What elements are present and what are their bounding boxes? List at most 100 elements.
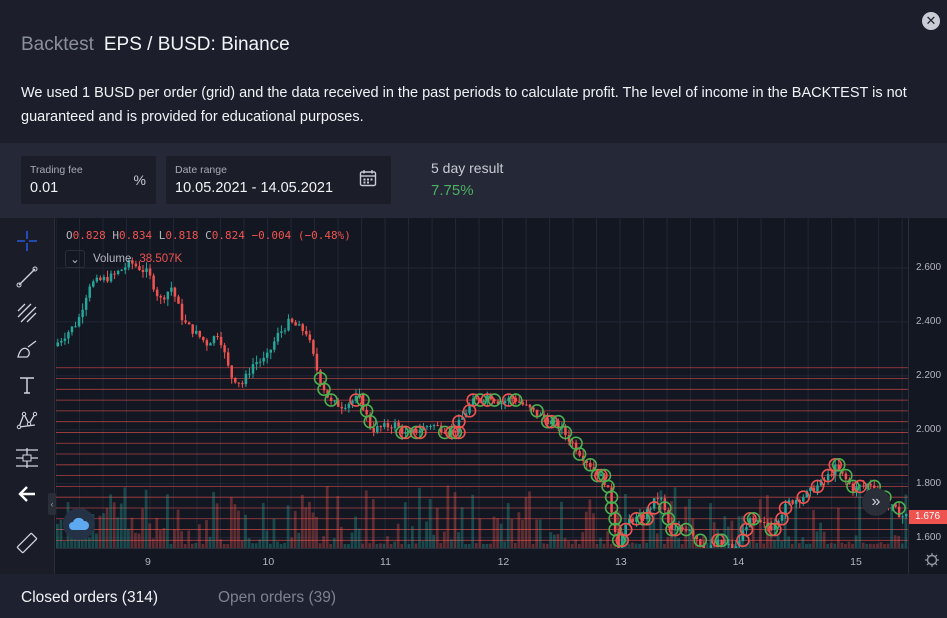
chevron-down-icon[interactable]: ⌄: [65, 250, 85, 268]
price-chart[interactable]: [56, 218, 908, 548]
back-arrow-icon[interactable]: [12, 479, 42, 509]
volume-bar: [535, 519, 538, 548]
volume-bar: [59, 519, 63, 548]
volume-bar: [130, 517, 134, 548]
measure-tool-icon[interactable]: [12, 443, 42, 473]
candle-body: [844, 473, 848, 480]
volume-bar: [272, 518, 276, 548]
pattern-tool-icon[interactable]: [12, 406, 42, 436]
candle-body: [347, 403, 351, 408]
collapse-toolbar-button[interactable]: ‹: [48, 493, 56, 515]
date-range-field[interactable]: Date range 10.05.2021 - 14.05.2021: [166, 156, 391, 204]
volume-bar: [900, 543, 904, 548]
price-tick-label: 2.800: [916, 218, 941, 219]
volume-bar: [261, 502, 265, 548]
volume-bar: [833, 543, 837, 548]
volume-bar: [467, 543, 471, 548]
volume-bar: [805, 543, 808, 548]
price-axis[interactable]: 2.800 2.600 2.400 2.200 2.000 1.800 1.600 1.676: [908, 218, 947, 574]
candle-body: [521, 402, 525, 405]
gear-icon[interactable]: [924, 552, 940, 568]
trading-fee-field[interactable]: Trading fee 0.01 %: [21, 156, 156, 204]
volume-bar: [513, 542, 517, 548]
candle-body: [546, 418, 549, 425]
candle-body: [354, 396, 358, 401]
scroll-to-realtime-button[interactable]: »: [862, 488, 890, 516]
volume-bar: [269, 543, 272, 548]
candle-body: [187, 322, 191, 325]
volume-bar: [829, 542, 833, 548]
sell-order-marker: [349, 393, 363, 407]
volume-bar: [240, 540, 244, 548]
sell-order-marker: [647, 501, 661, 515]
volume-bar: [847, 541, 851, 548]
crosshair-icon[interactable]: [12, 226, 42, 256]
candle-body: [70, 326, 74, 333]
volume-bar: [858, 488, 862, 548]
close-icon[interactable]: ✕: [922, 12, 940, 30]
sell-order-marker: [594, 468, 608, 483]
volume-bar: [414, 543, 418, 548]
candle-body: [407, 431, 411, 433]
volume-bar: [389, 543, 393, 548]
sell-order-marker: [821, 468, 835, 483]
buy-order-marker: [608, 511, 622, 526]
candle-body: [251, 364, 255, 374]
volume-bar: [148, 523, 152, 548]
candle-body: [368, 414, 372, 428]
candle-body: [652, 498, 656, 509]
trend-line-icon[interactable]: [12, 262, 42, 292]
fib-tool-icon[interactable]: [12, 298, 42, 328]
candle-body: [155, 289, 159, 297]
volume-bar: [357, 528, 361, 548]
candle-body: [429, 425, 432, 427]
volume-bar: [325, 486, 329, 548]
tab-open-orders[interactable]: Open orders (39): [218, 589, 337, 606]
candle-body: [177, 296, 180, 304]
volume-bar: [418, 487, 421, 548]
candle-body: [684, 529, 688, 531]
candle-body: [63, 338, 67, 341]
candle-body: [613, 512, 617, 533]
candle-body: [244, 373, 248, 385]
volume-bar: [127, 528, 130, 548]
ruler-icon[interactable]: [12, 528, 42, 558]
candle-body: [148, 268, 152, 276]
candle-body: [617, 532, 620, 548]
volume-bar: [886, 543, 890, 548]
candle-body: [322, 383, 326, 391]
candle-body: [862, 485, 865, 487]
volume-bar: [695, 543, 698, 548]
chart-widget[interactable]: ‹ O0.828 H0.834 L0.818 C0.824 −0.004 (−0…: [0, 218, 947, 574]
time-axis[interactable]: 9 10 11 12 13 14 15: [56, 548, 908, 574]
candle-body: [549, 420, 553, 425]
buy-order-marker: [665, 522, 679, 537]
calendar-icon[interactable]: [359, 169, 377, 187]
text-tool-icon[interactable]: [12, 370, 42, 400]
volume-bar: [276, 541, 279, 548]
buy-order-marker: [473, 393, 488, 407]
buy-order-marker: [764, 522, 779, 537]
volume-bar: [155, 517, 159, 548]
volume-bar: [819, 522, 822, 548]
volume-bar: [893, 535, 897, 548]
volume-bar: [343, 543, 347, 548]
volume-bar: [166, 494, 169, 548]
volume-bar: [439, 543, 443, 548]
buy-order-marker: [679, 522, 693, 537]
sell-order-marker: [466, 393, 480, 407]
brush-icon[interactable]: [12, 334, 42, 364]
tab-closed-orders[interactable]: Closed orders (314): [21, 589, 158, 606]
volume-bar: [471, 494, 475, 548]
candle-body: [280, 331, 283, 333]
volume-bar: [528, 491, 531, 548]
candle-body: [642, 514, 645, 520]
candle-body: [340, 406, 344, 409]
volume-bar: [219, 539, 223, 548]
time-tick-label: 14: [732, 556, 745, 568]
sell-order-marker: [544, 414, 559, 429]
buy-order-marker: [572, 447, 587, 461]
volume-bar: [780, 541, 783, 548]
candle-body: [400, 426, 404, 434]
volume-bar: [815, 531, 819, 548]
